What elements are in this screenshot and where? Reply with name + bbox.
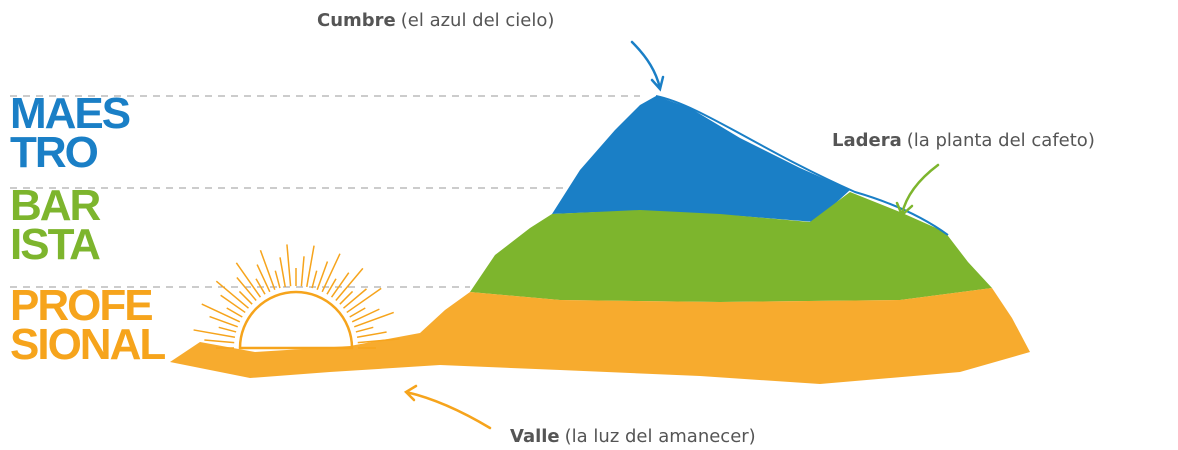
- sun-disc: [240, 292, 352, 348]
- sun-ray: [357, 332, 387, 337]
- arrow: [897, 165, 938, 215]
- level-label: SIONAL: [10, 320, 165, 369]
- summit: [552, 96, 850, 222]
- sun-ray: [312, 271, 317, 288]
- sun-ray: [204, 340, 234, 343]
- annotation-term: Valle: [510, 426, 560, 447]
- sun-ray: [275, 271, 280, 288]
- sun-ray: [343, 289, 366, 308]
- arrow: [406, 386, 490, 428]
- sun-ray: [307, 246, 314, 287]
- sun-ray: [301, 256, 304, 286]
- page: MAESTROBARISTAPROFESIONALCumbre(el azul …: [0, 0, 1178, 450]
- sun-ray: [332, 273, 349, 298]
- sun-ray: [221, 295, 246, 312]
- annotation: Ladera(la planta del cafeto): [832, 130, 1095, 151]
- sun-ray: [237, 278, 256, 301]
- sun-ray: [219, 327, 236, 332]
- sun-ray: [287, 244, 291, 286]
- sun-ray: [194, 330, 235, 337]
- sun-ray: [280, 257, 285, 287]
- level-label: ISTA: [10, 220, 100, 269]
- annotation-term: Ladera: [832, 130, 902, 151]
- annotation-term: Cumbre: [317, 10, 396, 31]
- annotation-description: (la luz del amanecer): [565, 426, 756, 447]
- sun-ray: [356, 327, 373, 332]
- annotation: Valle(la luz del amanecer): [510, 426, 756, 447]
- annotation: Cumbre(el azul del cielo): [317, 10, 554, 31]
- sun: [194, 244, 400, 348]
- level-label: TRO: [10, 128, 98, 177]
- arrow: [632, 42, 663, 89]
- illustration: MAESTROBARISTAPROFESIONALCumbre(el azul …: [0, 0, 1178, 450]
- annotation-description: (el azul del cielo): [401, 10, 555, 31]
- annotation-description: (la planta del cafeto): [907, 130, 1095, 151]
- sun-ray: [354, 312, 393, 326]
- sun-ray: [260, 250, 274, 289]
